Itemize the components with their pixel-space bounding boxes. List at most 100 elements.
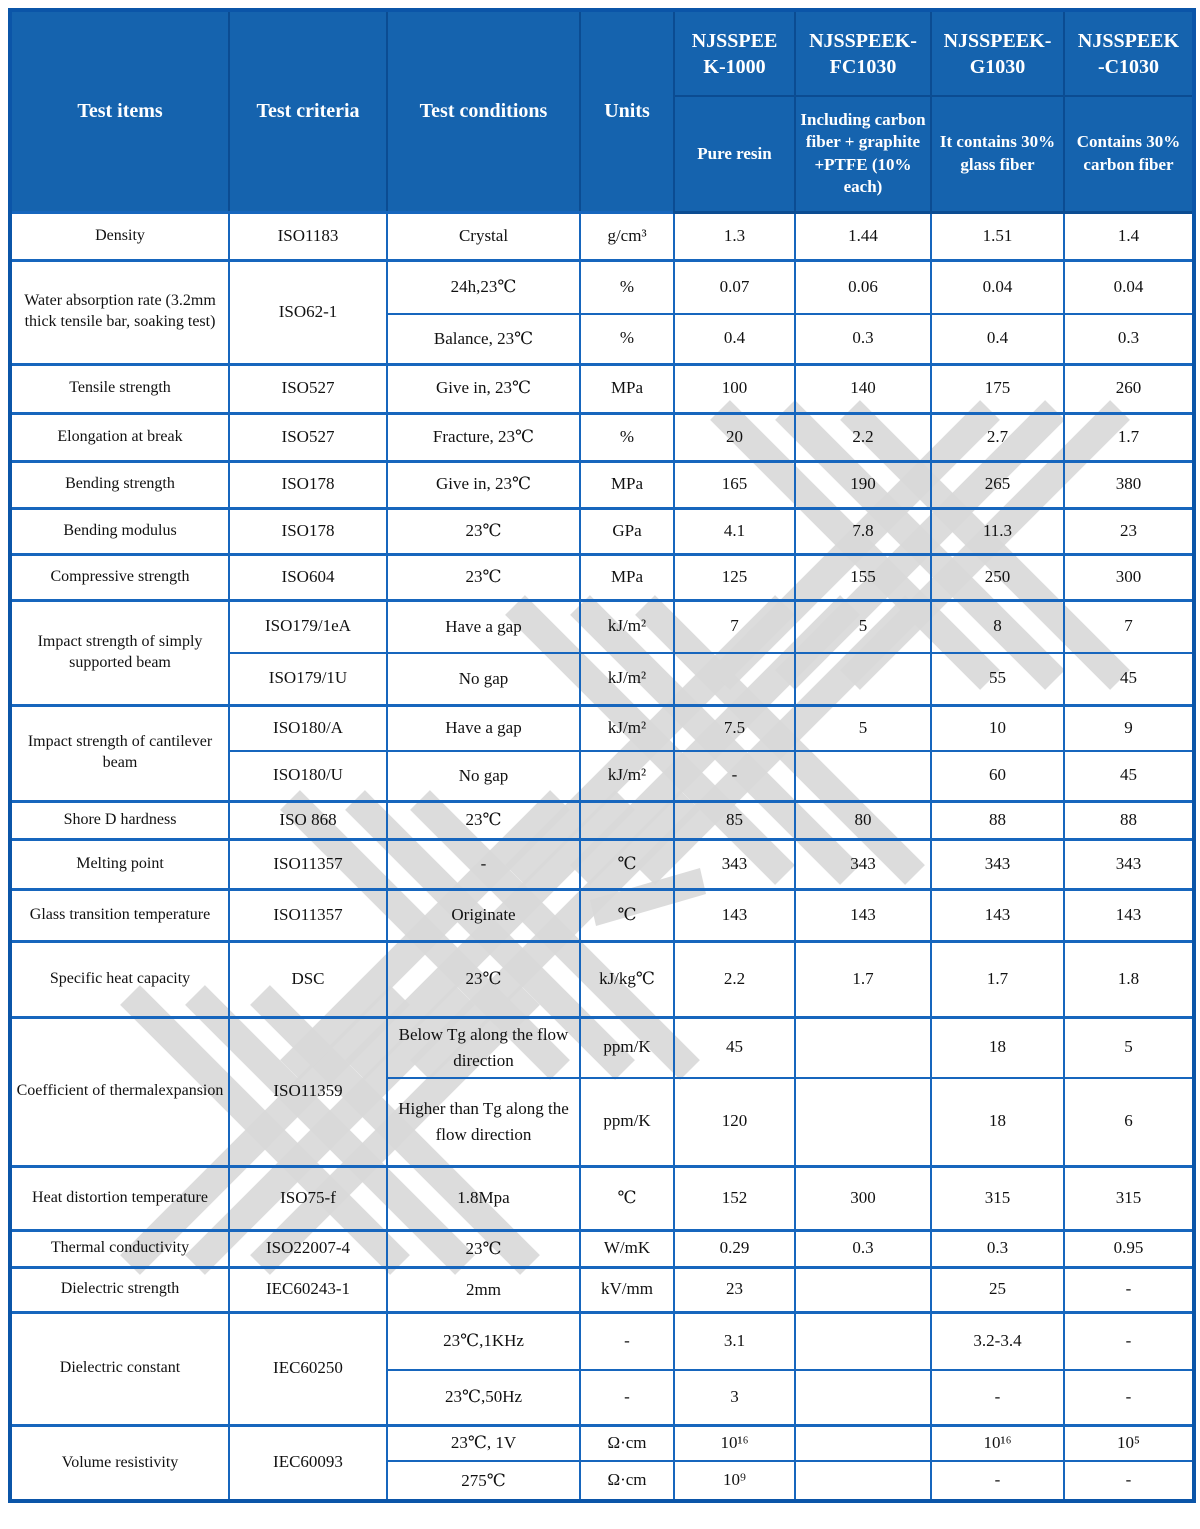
condition-cell: 23℃,1KHz	[386, 1310, 581, 1372]
unit-cell: -	[579, 1310, 675, 1372]
unit-cell: kJ/m²	[579, 703, 675, 752]
item-cell: Melting point	[9, 837, 230, 890]
table-row: Bending modulus ISO178 23℃ GPa 4.1 7.8 11.3 23	[9, 506, 1195, 555]
value-cell: 23	[1063, 506, 1195, 555]
value-cell: 10⁵	[1063, 1423, 1195, 1463]
value-cell: 10⁹	[673, 1460, 796, 1503]
value-cell: 0.29	[673, 1228, 796, 1269]
condition-cell: 23℃	[386, 939, 581, 1018]
value-cell: 300	[794, 1164, 932, 1232]
criteria-cell: ISO179/1U	[228, 652, 388, 706]
value-cell: 1.7	[794, 939, 932, 1018]
value-cell: 1.51	[930, 210, 1065, 261]
unit-cell: Ω·cm	[579, 1460, 675, 1503]
value-cell: 300	[1063, 552, 1195, 601]
table-row: Tensile strength ISO527 Give in, 23℃ MPa 100…	[9, 362, 1195, 414]
value-cell: 4.1	[673, 506, 796, 555]
criteria-cell: ISO11359	[228, 1015, 388, 1168]
item-cell: Heat distortion temperature	[9, 1164, 230, 1232]
value-cell: 1.7	[930, 939, 1065, 1018]
unit-cell: ℃	[579, 1164, 675, 1232]
value-cell: 7.5	[673, 703, 796, 752]
unit-cell: %	[579, 411, 675, 462]
table-row: Thermal conductivity ISO22007-4 23℃ W/mK 0.2…	[9, 1228, 1195, 1269]
value-cell: 45	[1063, 750, 1195, 802]
condition-cell: 23℃,50Hz	[386, 1369, 581, 1427]
value-cell: 143	[930, 887, 1065, 942]
value-cell: 0.4	[673, 313, 796, 365]
item-cell: Water absorption rate (3.2mm thick tensi…	[9, 258, 230, 365]
value-cell: 2.2	[794, 411, 932, 462]
value-cell: 5	[1063, 1015, 1195, 1080]
value-cell: 10¹⁶	[673, 1423, 796, 1463]
table-row: Melting point ISO11357- ℃ 343 343 343 343	[9, 837, 1195, 890]
item-cell: Thermal conductivity	[9, 1228, 230, 1269]
table-row: 23℃,50Hz -3- -	[10, 1369, 1195, 1427]
criteria-cell: ISO75-f	[228, 1164, 388, 1232]
value-cell: 143	[673, 887, 796, 942]
table-row: Volume resistivity IEC60093 23℃, 1V Ω·cm 10¹…	[9, 1423, 1195, 1503]
table-row: Elongation at break ISO527 Fracture, 23℃% 2…	[9, 411, 1195, 462]
value-cell: 85	[673, 799, 796, 840]
header-row-products: Test items Test criteria Test conditions…	[9, 9, 1195, 213]
item-cell: Volume resistivity	[9, 1423, 230, 1503]
value-cell: 60	[930, 750, 1065, 802]
value-cell: 18	[930, 1015, 1065, 1080]
unit-cell: MPa	[579, 362, 675, 414]
value-cell: 0.3	[794, 313, 932, 365]
value-cell: 120	[673, 1077, 796, 1168]
column-header-test-criteria: Test criteria	[228, 9, 388, 213]
value-cell: 45	[673, 1015, 796, 1080]
product-desc-header: Pure resin	[673, 95, 796, 214]
unit-cell: MPa	[579, 459, 675, 509]
unit-cell: kJ/m²	[579, 652, 675, 706]
unit-cell	[579, 799, 675, 840]
item-cell: Coefficient of thermalexpansion	[9, 1015, 230, 1168]
unit-cell: ℃	[579, 887, 675, 942]
table-row: Dielectric strength IEC60243-1 2mm kV/mm 23 2…	[9, 1265, 1195, 1314]
condition-cell: 23℃, 1V	[386, 1423, 581, 1463]
value-cell: 100	[673, 362, 796, 414]
value-cell: 143	[1063, 887, 1195, 942]
value-cell: 1.7	[1063, 411, 1195, 462]
value-cell: 0.4	[930, 313, 1065, 365]
value-cell: 1.8	[1063, 939, 1195, 1018]
value-cell: 8	[930, 598, 1065, 654]
value-cell: 155	[794, 552, 932, 601]
value-cell: -	[1063, 1369, 1195, 1427]
unit-cell: %	[579, 258, 675, 315]
condition-cell: Below Tg along the flow direction	[386, 1015, 581, 1080]
item-cell: Density	[9, 210, 230, 261]
value-cell: 88	[1063, 799, 1195, 840]
product-desc-header: Including carbon fiber + graphite +PTFE …	[794, 95, 932, 214]
value-cell: 0.3	[1063, 313, 1195, 365]
header-row-descriptions: Pure resin Including carbon fiber + grap…	[10, 95, 1195, 214]
condition-cell: Balance, 23℃	[386, 313, 581, 365]
condition-cell: 1.8Mpa	[386, 1164, 581, 1232]
unit-cell: g/cm³	[579, 210, 675, 261]
criteria-cell: ISO178	[228, 506, 388, 555]
product-name-header: NJSSPEEK- FC1030	[794, 9, 932, 97]
product-name-header: NJSSPEE K-1000	[673, 9, 796, 97]
value-cell: 11.3	[930, 506, 1065, 555]
value-cell: -	[1063, 1265, 1195, 1314]
value-cell: 0.04	[930, 258, 1065, 315]
value-cell: 3	[673, 1369, 796, 1427]
value-cell: 10	[930, 703, 1065, 752]
value-cell: 143	[794, 887, 932, 942]
value-cell: 88	[930, 799, 1065, 840]
value-cell	[794, 652, 932, 706]
unit-cell: MPa	[579, 552, 675, 601]
condition-cell: 23℃	[386, 552, 581, 601]
table-row: Coefficient of thermalexpansion ISO11359 B…	[9, 1015, 1195, 1168]
condition-cell: Give in, 23℃	[386, 362, 581, 414]
table-row: Glass transition temperature ISO11357 Orig…	[9, 887, 1195, 942]
item-cell: Glass transition temperature	[9, 887, 230, 942]
value-cell: 0.3	[930, 1228, 1065, 1269]
value-cell: 0.04	[1063, 258, 1195, 315]
item-cell: Impact strength of simply supported beam	[9, 598, 230, 706]
item-cell: Bending modulus	[9, 506, 230, 555]
value-cell	[794, 1265, 932, 1314]
value-cell: 1.3	[673, 210, 796, 261]
